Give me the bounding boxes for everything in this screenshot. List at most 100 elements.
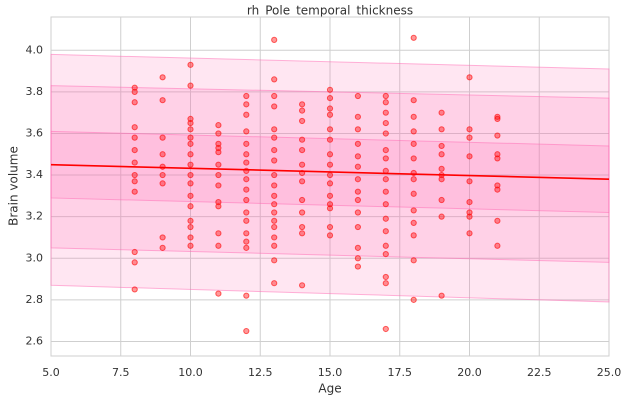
data-point xyxy=(382,188,389,195)
x-tick-label: 25.0 xyxy=(597,366,622,379)
data-point xyxy=(410,219,417,226)
data-point xyxy=(243,327,250,335)
data-point xyxy=(215,182,222,189)
data-point xyxy=(187,126,194,133)
data-point xyxy=(215,198,222,206)
data-point xyxy=(271,76,278,83)
data-point xyxy=(354,196,361,204)
x-tick-label: 15.0 xyxy=(318,366,343,379)
data-point xyxy=(243,196,250,204)
data-point xyxy=(215,144,222,152)
data-point xyxy=(215,171,222,179)
data-point xyxy=(243,140,250,147)
data-point xyxy=(299,161,306,168)
data-point xyxy=(243,151,250,158)
data-point xyxy=(271,182,278,189)
data-point xyxy=(382,250,389,258)
data-point xyxy=(382,109,389,116)
data-point xyxy=(187,192,194,199)
data-point xyxy=(271,280,278,287)
data-point xyxy=(326,95,334,102)
data-point xyxy=(159,74,166,81)
data-point xyxy=(494,115,501,123)
data-point xyxy=(382,130,389,137)
data-point xyxy=(215,122,222,129)
data-point xyxy=(131,248,138,256)
data-point xyxy=(243,101,250,108)
data-point xyxy=(326,86,334,93)
data-point xyxy=(131,88,138,95)
y-tick-label: 3.8 xyxy=(26,85,44,98)
data-point xyxy=(410,140,417,147)
data-point xyxy=(438,196,445,204)
data-point xyxy=(494,113,501,120)
data-point xyxy=(243,292,250,299)
data-point xyxy=(326,136,334,143)
data-point xyxy=(299,117,306,125)
data-point xyxy=(410,155,417,162)
data-point xyxy=(243,111,250,118)
data-point xyxy=(159,151,166,158)
data-point xyxy=(326,151,334,158)
data-point xyxy=(466,74,473,81)
data-point xyxy=(299,196,306,204)
data-point xyxy=(494,155,501,162)
data-point xyxy=(131,84,138,91)
data-point xyxy=(187,217,194,224)
data-point xyxy=(271,147,278,154)
data-point xyxy=(215,203,222,210)
data-point xyxy=(299,282,306,289)
y-axis-label: Brain volume xyxy=(7,146,21,226)
data-point xyxy=(410,190,417,197)
data-point xyxy=(299,136,306,143)
data-point xyxy=(187,119,194,127)
data-point xyxy=(410,97,417,104)
data-point xyxy=(354,126,361,133)
data-point xyxy=(159,97,166,104)
data-point xyxy=(215,130,222,137)
data-point xyxy=(382,280,389,287)
data-point xyxy=(243,176,250,183)
data-point xyxy=(438,213,445,220)
data-point xyxy=(299,209,306,216)
chart-title: rh_Pole_temporal_thickness xyxy=(247,4,413,18)
data-point xyxy=(382,155,389,162)
data-point xyxy=(382,325,389,333)
y-tick-label: 2.8 xyxy=(26,293,44,306)
data-point xyxy=(382,99,389,106)
data-point xyxy=(326,201,334,208)
x-tick-label: 22.5 xyxy=(527,366,552,379)
data-point xyxy=(243,230,250,237)
data-point xyxy=(131,188,138,195)
data-point xyxy=(243,92,250,100)
x-tick-label: 7.5 xyxy=(112,366,130,379)
data-point xyxy=(410,176,417,183)
data-point xyxy=(494,217,501,224)
data-point xyxy=(326,171,334,179)
y-tick-label: 3.4 xyxy=(26,168,44,181)
data-point xyxy=(215,242,222,249)
data-point xyxy=(494,151,501,158)
data-point xyxy=(382,242,389,249)
data-point xyxy=(326,205,334,212)
data-point xyxy=(187,61,194,68)
data-point xyxy=(354,140,361,147)
data-point xyxy=(466,198,473,206)
data-point xyxy=(271,157,278,164)
data-point xyxy=(159,180,166,187)
data-point xyxy=(131,134,138,141)
data-point xyxy=(131,286,138,293)
data-point xyxy=(494,242,501,249)
data-point xyxy=(326,161,334,168)
data-point xyxy=(410,113,417,120)
data-point xyxy=(187,180,194,187)
data-point xyxy=(215,161,222,168)
data-point xyxy=(243,217,250,224)
data-point xyxy=(382,147,389,154)
data-point xyxy=(187,203,194,210)
data-point xyxy=(299,223,306,231)
data-point xyxy=(243,244,250,251)
data-point xyxy=(271,192,278,199)
data-point xyxy=(382,119,389,127)
